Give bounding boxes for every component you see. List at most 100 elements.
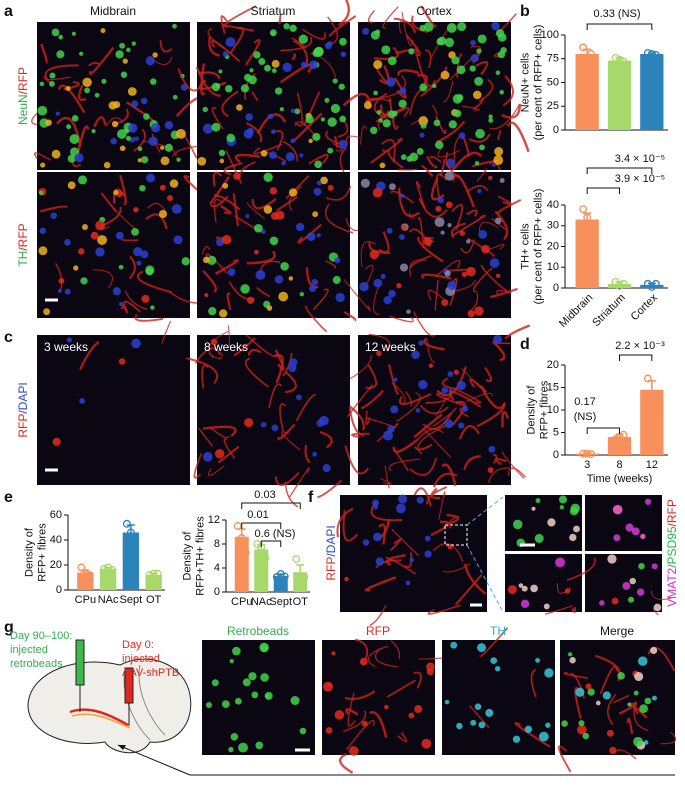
fibre <box>348 408 365 437</box>
cell <box>332 78 338 84</box>
cell <box>651 695 657 701</box>
x-tick-label: OT <box>293 596 309 608</box>
fibre <box>365 410 371 426</box>
cell <box>530 584 538 593</box>
fibre <box>202 269 217 293</box>
cell <box>66 337 73 343</box>
cell <box>37 105 48 116</box>
cell <box>288 276 294 281</box>
annotation: 2.2 × 10⁻³ <box>615 340 665 352</box>
cell <box>547 518 556 527</box>
cell <box>52 437 61 446</box>
cell <box>607 554 617 564</box>
fibre <box>288 185 302 211</box>
fibre <box>420 66 448 98</box>
fibre <box>386 679 416 698</box>
cell <box>67 154 76 163</box>
cell <box>118 301 124 307</box>
fibre <box>274 471 300 486</box>
cell <box>456 94 464 101</box>
cell <box>448 120 457 129</box>
cell <box>406 309 411 314</box>
cell <box>386 227 393 234</box>
projection <box>69 708 129 727</box>
cell <box>67 181 76 190</box>
cell <box>263 205 273 214</box>
cell <box>48 80 55 87</box>
fibre <box>251 91 259 101</box>
cell <box>543 603 550 610</box>
micrograph <box>442 640 555 755</box>
cell <box>595 700 601 706</box>
cell <box>488 175 493 181</box>
fibre <box>450 222 466 239</box>
fibre <box>405 34 421 57</box>
cell <box>578 720 585 727</box>
fibre <box>54 262 63 292</box>
cell <box>238 742 249 753</box>
data-point <box>647 50 656 58</box>
fibre <box>134 313 164 322</box>
fibre <box>398 168 418 171</box>
cell <box>534 533 544 543</box>
cell <box>119 42 126 49</box>
fibre <box>351 432 370 439</box>
cell <box>434 217 445 228</box>
fibre <box>405 390 413 407</box>
cell <box>255 269 266 280</box>
fibre <box>429 155 442 163</box>
fibre <box>208 36 220 57</box>
cell <box>481 244 490 254</box>
fibre <box>207 27 225 50</box>
fibre <box>43 75 71 81</box>
y-axis-label: TH+ cells <box>519 223 531 270</box>
x-tick-label: 12 <box>646 459 658 471</box>
cell <box>458 422 465 429</box>
cell <box>221 234 232 245</box>
fibre <box>409 457 437 476</box>
cell <box>45 119 52 126</box>
x-tick-label: Cortex <box>629 291 661 323</box>
cell <box>376 350 382 357</box>
cell <box>474 703 482 710</box>
cell <box>399 87 407 95</box>
cell <box>411 350 420 360</box>
cell <box>71 31 77 36</box>
cell <box>58 277 65 284</box>
annotation: 0.6 (NS) <box>255 528 296 540</box>
fibre <box>347 692 356 727</box>
panel-letter: f <box>308 489 314 506</box>
cell <box>612 504 623 515</box>
fibre <box>413 487 432 507</box>
cell <box>499 177 505 183</box>
fibre <box>238 161 256 185</box>
cell <box>97 235 108 245</box>
fibre <box>378 523 387 545</box>
cell <box>197 156 207 166</box>
cell <box>564 588 571 594</box>
bar <box>575 453 599 455</box>
fibre <box>544 604 573 615</box>
fibre <box>375 647 399 668</box>
bar <box>254 549 269 592</box>
cell <box>535 498 541 504</box>
cell <box>332 275 341 284</box>
data-point <box>108 566 117 574</box>
cell <box>290 108 296 114</box>
cell <box>103 161 111 169</box>
data-point <box>651 279 660 288</box>
cell <box>441 387 448 394</box>
cell <box>116 129 127 139</box>
cell <box>444 270 451 277</box>
fibre <box>417 217 425 249</box>
cell <box>137 146 143 152</box>
fibre <box>105 117 124 127</box>
data-point <box>587 50 596 58</box>
x-tick-label: Sept <box>269 596 292 608</box>
row-label: RFP/DAPI <box>324 525 338 580</box>
fibre <box>427 604 461 615</box>
label-part: /RFP <box>16 223 30 250</box>
fibre <box>350 354 372 380</box>
fibre <box>393 17 417 34</box>
fibre <box>244 73 256 101</box>
